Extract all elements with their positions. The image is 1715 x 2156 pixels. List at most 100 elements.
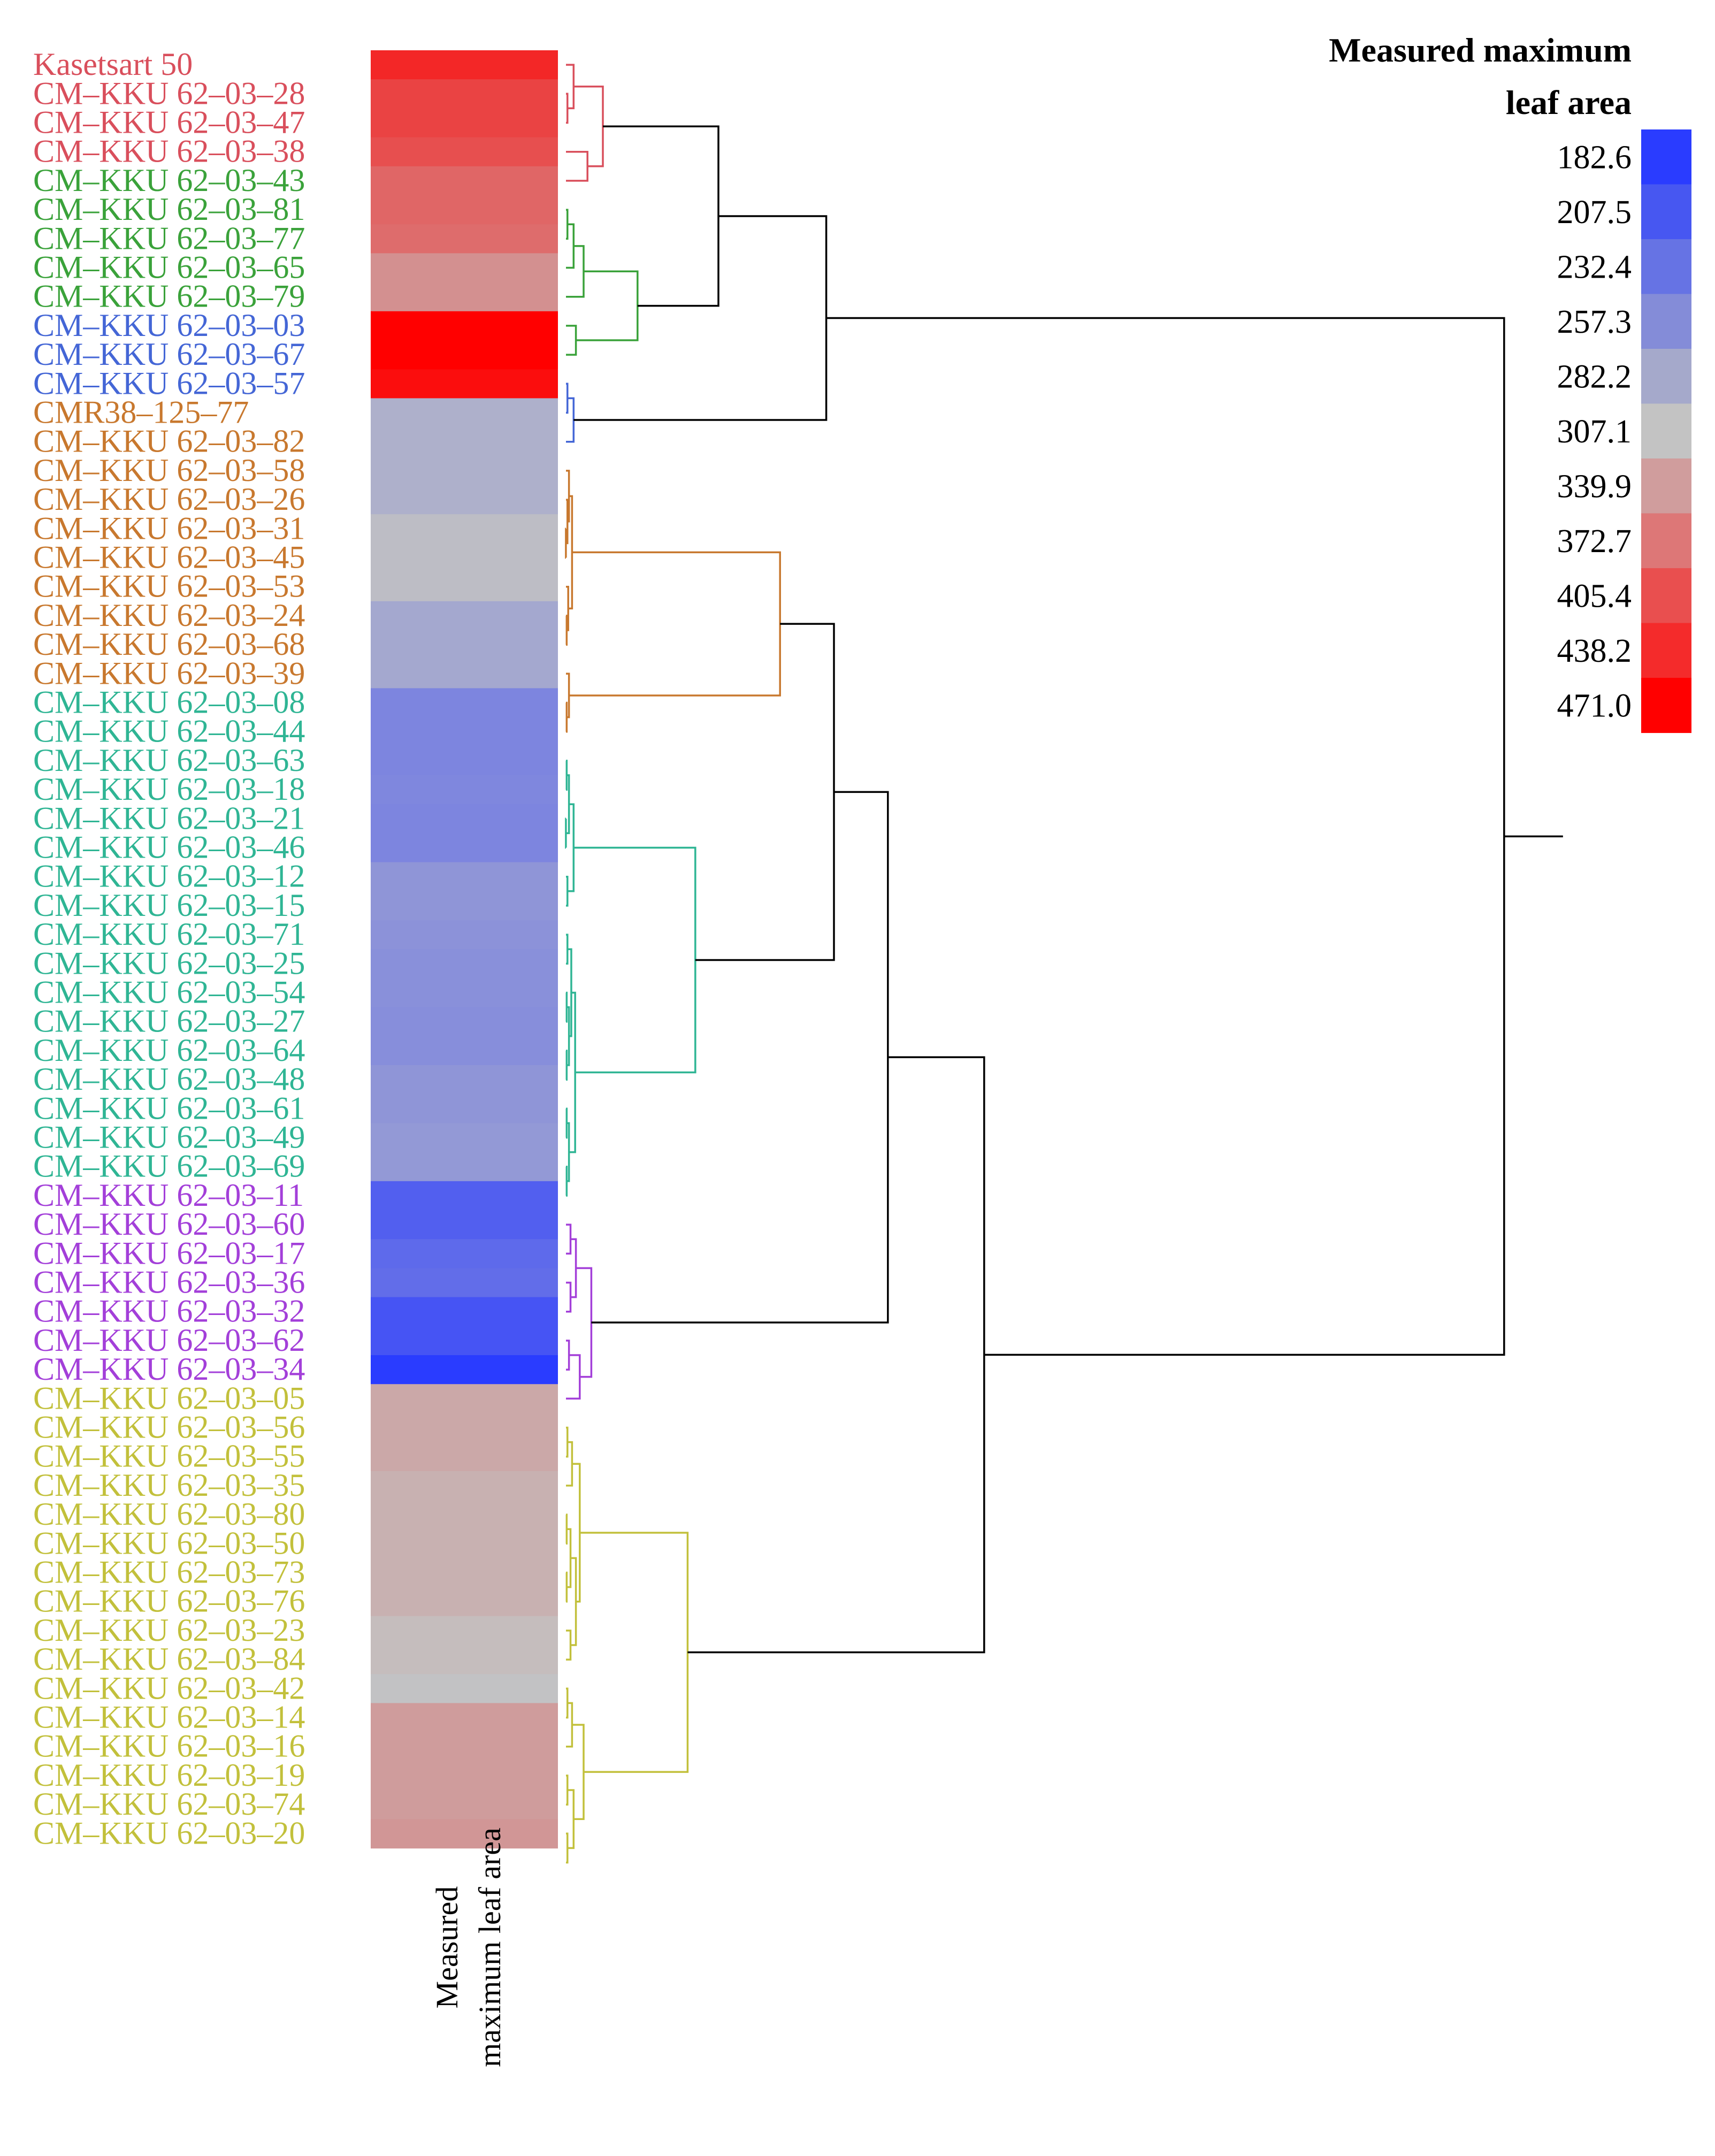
heatmap-cell <box>371 949 558 979</box>
dendrogram-branch <box>576 270 639 341</box>
row-label: CM–KKU 62–03–19 <box>33 1757 305 1793</box>
legend-tick-labels: 182.6 207.5 232.4 257.3 282.2 307.1 339.9 372.7… <box>1557 139 1632 724</box>
row-label: CM–KKU 62–03–11 <box>33 1178 304 1213</box>
heatmap-cell <box>371 427 558 457</box>
row-label: CM–KKU 62–03–16 <box>33 1729 305 1764</box>
dendrogram-branch <box>566 150 588 182</box>
row-label: CM–KKU 62–03–42 <box>33 1670 305 1706</box>
dendrogram-branch <box>591 791 889 1324</box>
legend-swatches <box>1641 129 1691 733</box>
row-label: CM–KKU 62–03–54 <box>33 975 305 1010</box>
heatmap-cell <box>371 1442 558 1472</box>
row-label: CM–KKU 62–03–08 <box>33 685 305 720</box>
heatmap-cell <box>371 1500 558 1530</box>
row-label: CM–KKU 62–03–15 <box>33 888 305 923</box>
row-label: CMR38–125–77 <box>33 395 249 430</box>
heatmap-cell <box>371 282 558 312</box>
row-label: CM–KKU 62–03–23 <box>33 1612 305 1648</box>
row-label: CM–KKU 62–03–77 <box>33 220 305 256</box>
row-label: CM–KKU 62–03–80 <box>33 1496 305 1532</box>
column-label-line-1: Measured <box>430 1886 464 2009</box>
heatmap-cell <box>371 1790 558 1819</box>
heatmap-cell <box>371 398 558 428</box>
row-label: CM–KKU 62–03–20 <box>33 1815 305 1851</box>
legend-tick-label: 339.9 <box>1557 468 1632 504</box>
row-label: CM–KKU 62–03–74 <box>33 1786 305 1822</box>
row-label: CM–KKU 62–03–65 <box>33 250 305 285</box>
heatmap-cell <box>371 1239 558 1269</box>
row-label: CM–KKU 62–03–62 <box>33 1322 305 1358</box>
heatmap-cell <box>371 1094 558 1124</box>
dendrogram-branch <box>566 245 585 298</box>
heatmap-cell <box>371 369 558 399</box>
row-label: CM–KKU 62–03–69 <box>33 1149 305 1184</box>
legend-swatch <box>1641 349 1691 404</box>
legend-swatch <box>1641 568 1691 624</box>
dendrogram-branch <box>566 1426 569 1458</box>
row-label: CM–KKU 62–03–57 <box>33 365 305 401</box>
row-label: CM–KKU 62–03–21 <box>33 800 305 836</box>
heatmap-cell <box>371 978 558 1008</box>
row-label: CM–KKU 62–03–64 <box>33 1033 305 1068</box>
heatmap-cell <box>371 1036 558 1066</box>
column-label: Measured maximum leaf area <box>430 1828 507 2067</box>
legend-swatch <box>1641 403 1691 459</box>
dendrogram-branch <box>569 551 781 697</box>
heatmap-cell <box>371 224 558 254</box>
row-label: CM–KKU 62–03–27 <box>33 1004 305 1039</box>
heatmap-cell <box>371 1703 558 1733</box>
row-label: CM–KKU 62–03–63 <box>33 743 305 778</box>
row-label: CM–KKU 62–03–26 <box>33 481 305 517</box>
legend-title-line-1: Measured maximum <box>1329 31 1632 69</box>
row-label: CM–KKU 62–03–50 <box>33 1525 305 1561</box>
heatmap-cell <box>371 1761 558 1791</box>
row-label: CM–KKU 62–03–82 <box>33 424 305 459</box>
heatmap-cell <box>371 514 558 544</box>
row-label: CM–KKU 62–03–81 <box>33 192 305 227</box>
heatmap-cell <box>371 1732 558 1762</box>
dendrogram-branch <box>687 1056 985 1654</box>
row-label: CM–KKU 62–03–28 <box>33 75 305 111</box>
dendrogram-branch <box>566 209 569 240</box>
heatmap-cell <box>371 108 558 138</box>
heatmap-cell <box>371 1674 558 1704</box>
heatmap-cell <box>371 1268 558 1298</box>
heatmap-cell <box>371 1645 558 1675</box>
dendrogram-branch <box>566 1281 572 1313</box>
heatmap-cell <box>371 1413 558 1443</box>
row-label: CM–KKU 62–03–56 <box>33 1410 305 1445</box>
row-label: CM–KKU 62–03–38 <box>33 134 305 169</box>
heatmap-cell <box>371 253 558 283</box>
legend-title-line-2: leaf area <box>1506 83 1632 121</box>
heatmap-cell <box>371 50 558 80</box>
heatmap-cell <box>371 1181 558 1211</box>
dendrogram-branch <box>573 215 828 421</box>
legend-tick-label: 307.1 <box>1557 414 1632 450</box>
dendrogram-branch <box>566 1630 572 1661</box>
heatmap-cell <box>371 1007 558 1037</box>
heatmap-cell <box>371 1123 558 1153</box>
heatmap-cell <box>371 1384 558 1414</box>
heatmap-cell <box>371 1616 558 1646</box>
heatmap-cell <box>371 1819 558 1849</box>
row-label: CM–KKU 62–03–14 <box>33 1700 305 1735</box>
column-label-line-2: maximum leaf area <box>472 1828 507 2067</box>
row-label: CM–KKU 62–03–18 <box>33 771 305 807</box>
dendrogram-branch <box>566 1832 569 1864</box>
heatmap-cell <box>371 659 558 689</box>
dendrogram <box>565 64 1563 1864</box>
row-label: CM–KKU 62–03–24 <box>33 598 305 633</box>
row-label: CM–KKU 62–03–05 <box>33 1380 305 1416</box>
dendrogram-branch <box>603 125 719 307</box>
row-label: CM–KKU 62–03–68 <box>33 626 305 662</box>
heatmap-cell <box>371 572 558 602</box>
legend-swatch <box>1641 129 1691 185</box>
heatmap-cell <box>371 601 558 631</box>
row-label: CM–KKU 62–03–35 <box>33 1467 305 1503</box>
dendrogram-branch <box>576 1267 593 1378</box>
heatmap-cell <box>371 195 558 225</box>
row-label: CM–KKU 62–03–31 <box>33 510 305 546</box>
heatmap-cell <box>371 311 558 341</box>
